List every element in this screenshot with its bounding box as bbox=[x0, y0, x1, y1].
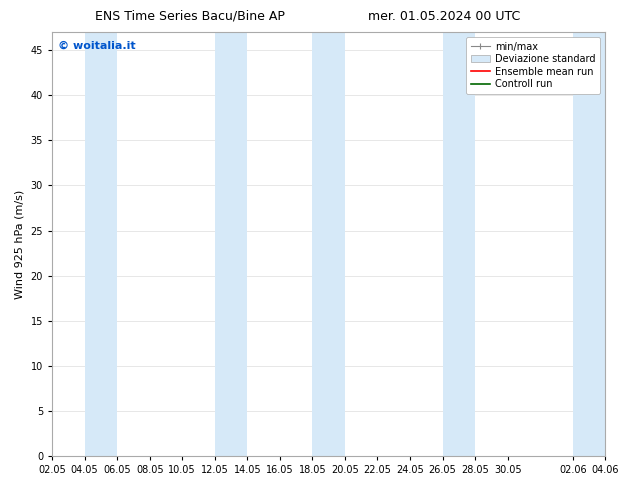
Bar bbox=[84, 32, 117, 456]
Y-axis label: Wind 925 hPa (m/s): Wind 925 hPa (m/s) bbox=[15, 190, 25, 299]
Text: © woitalia.it: © woitalia.it bbox=[58, 41, 135, 50]
Bar bbox=[573, 32, 605, 456]
Bar bbox=[313, 32, 345, 456]
Bar bbox=[443, 32, 475, 456]
Legend: min/max, Deviazione standard, Ensemble mean run, Controll run: min/max, Deviazione standard, Ensemble m… bbox=[466, 37, 600, 94]
Text: mer. 01.05.2024 00 UTC: mer. 01.05.2024 00 UTC bbox=[368, 10, 520, 23]
Text: ENS Time Series Bacu/Bine AP: ENS Time Series Bacu/Bine AP bbox=[95, 10, 285, 23]
Bar bbox=[215, 32, 247, 456]
